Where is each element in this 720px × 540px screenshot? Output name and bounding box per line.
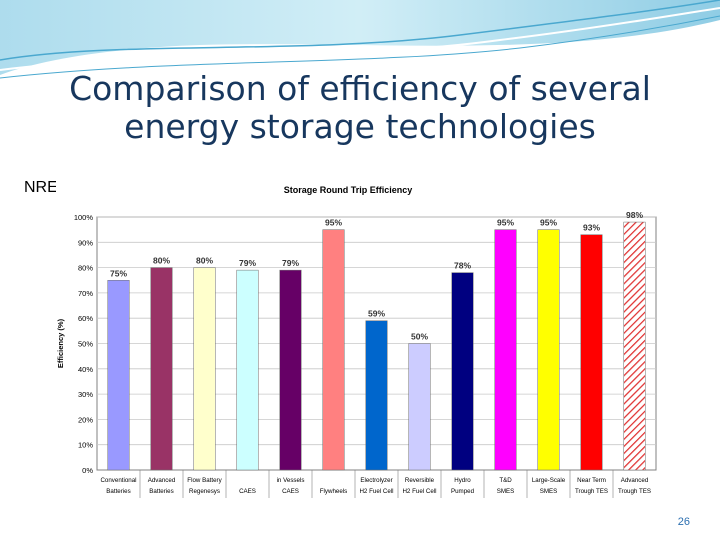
- bar-value-label: 78%: [454, 261, 471, 271]
- x-tick-label: Flywheels: [320, 488, 348, 495]
- x-tick-label: Trough TES: [618, 488, 651, 495]
- bar: [408, 343, 431, 471]
- slide-title-line-2: energy storage technologies: [124, 107, 596, 146]
- bar: [365, 320, 388, 471]
- bar-value-label: 93%: [583, 223, 600, 233]
- bar: [537, 229, 560, 471]
- x-tick-label: Hydro: [454, 477, 471, 484]
- x-tick-label: Batteries: [149, 488, 173, 495]
- x-tick-label: Advanced: [621, 477, 649, 484]
- y-axis-label: Efficiency (%): [56, 318, 65, 368]
- bar-value-label: 95%: [497, 218, 514, 228]
- y-tick-label: 80%: [78, 264, 93, 273]
- bar: [150, 267, 173, 471]
- bar-value-label: 75%: [110, 268, 127, 278]
- x-tick-label: Batteries: [106, 488, 130, 495]
- x-tick-label: Near Term: [577, 477, 606, 484]
- efficiency-bar-chart: Storage Round Trip Efficiency 0% 10% 20% 30%…: [56, 172, 668, 502]
- x-tick-label: Large-Scale: [532, 477, 566, 484]
- slide-title: Comparison of efficiency of several ener…: [40, 70, 680, 146]
- y-tick-label: 20%: [78, 415, 93, 424]
- y-tick-label: 90%: [78, 238, 93, 247]
- bar: [580, 234, 603, 471]
- y-tick-label: 60%: [78, 314, 93, 323]
- bar-value-label: 95%: [325, 218, 342, 228]
- bar-value-label: 50%: [411, 332, 428, 342]
- chart-title: Storage Round Trip Efficiency: [284, 185, 413, 195]
- y-tick-label: 70%: [78, 289, 93, 298]
- y-tick-label: 50%: [78, 340, 93, 349]
- bar-value-label: 79%: [282, 258, 299, 268]
- bar: [193, 267, 216, 471]
- header-wave-banner: [0, 0, 720, 79]
- x-tick-label: Conventional: [100, 477, 136, 484]
- x-tick-label: H2 Fuel Cell: [359, 488, 393, 495]
- slide-title-line-1: Comparison of efficiency of several: [69, 69, 651, 108]
- bar-value-label: 59%: [368, 309, 385, 319]
- x-tick-label: Flow Battery: [187, 477, 222, 484]
- x-tick-label: Regenesys: [189, 488, 220, 495]
- y-tick-label: 40%: [78, 365, 93, 374]
- x-tick-label: Trough TES: [575, 488, 608, 495]
- x-tick-label: CAES: [282, 488, 299, 495]
- x-tick-label: Electrolyzer: [360, 477, 392, 484]
- bar: [107, 280, 130, 471]
- y-tick-label: 100%: [74, 213, 94, 222]
- bar-value-label: 98%: [626, 210, 643, 220]
- x-tick-label: T&D: [499, 477, 512, 484]
- bar-value-label: 79%: [239, 258, 256, 268]
- x-tick-label: Pumped: [451, 488, 475, 495]
- x-tick-label: Reversible: [405, 477, 435, 484]
- bar: [279, 269, 302, 471]
- page-number: 26: [677, 516, 690, 528]
- y-tick-label: 30%: [78, 390, 93, 399]
- y-tick-label: 0%: [82, 466, 93, 475]
- bar-value-label: 95%: [540, 218, 557, 228]
- x-tick-label: CAES: [239, 488, 256, 495]
- bar: [451, 272, 474, 471]
- bar-value-label: 80%: [196, 256, 213, 266]
- x-tick-label: in Vessels: [277, 477, 305, 484]
- bar: [236, 269, 259, 471]
- bar: [494, 229, 517, 471]
- x-tick-label: Advanced: [148, 477, 176, 484]
- x-tick-label: SMES: [540, 488, 558, 495]
- y-tick-label: 10%: [78, 441, 93, 450]
- bar: [623, 221, 646, 471]
- x-tick-label: H2 Fuel Cell: [402, 488, 436, 495]
- bar: [322, 229, 345, 471]
- x-tick-label: SMES: [497, 488, 515, 495]
- bar-value-label: 80%: [153, 256, 170, 266]
